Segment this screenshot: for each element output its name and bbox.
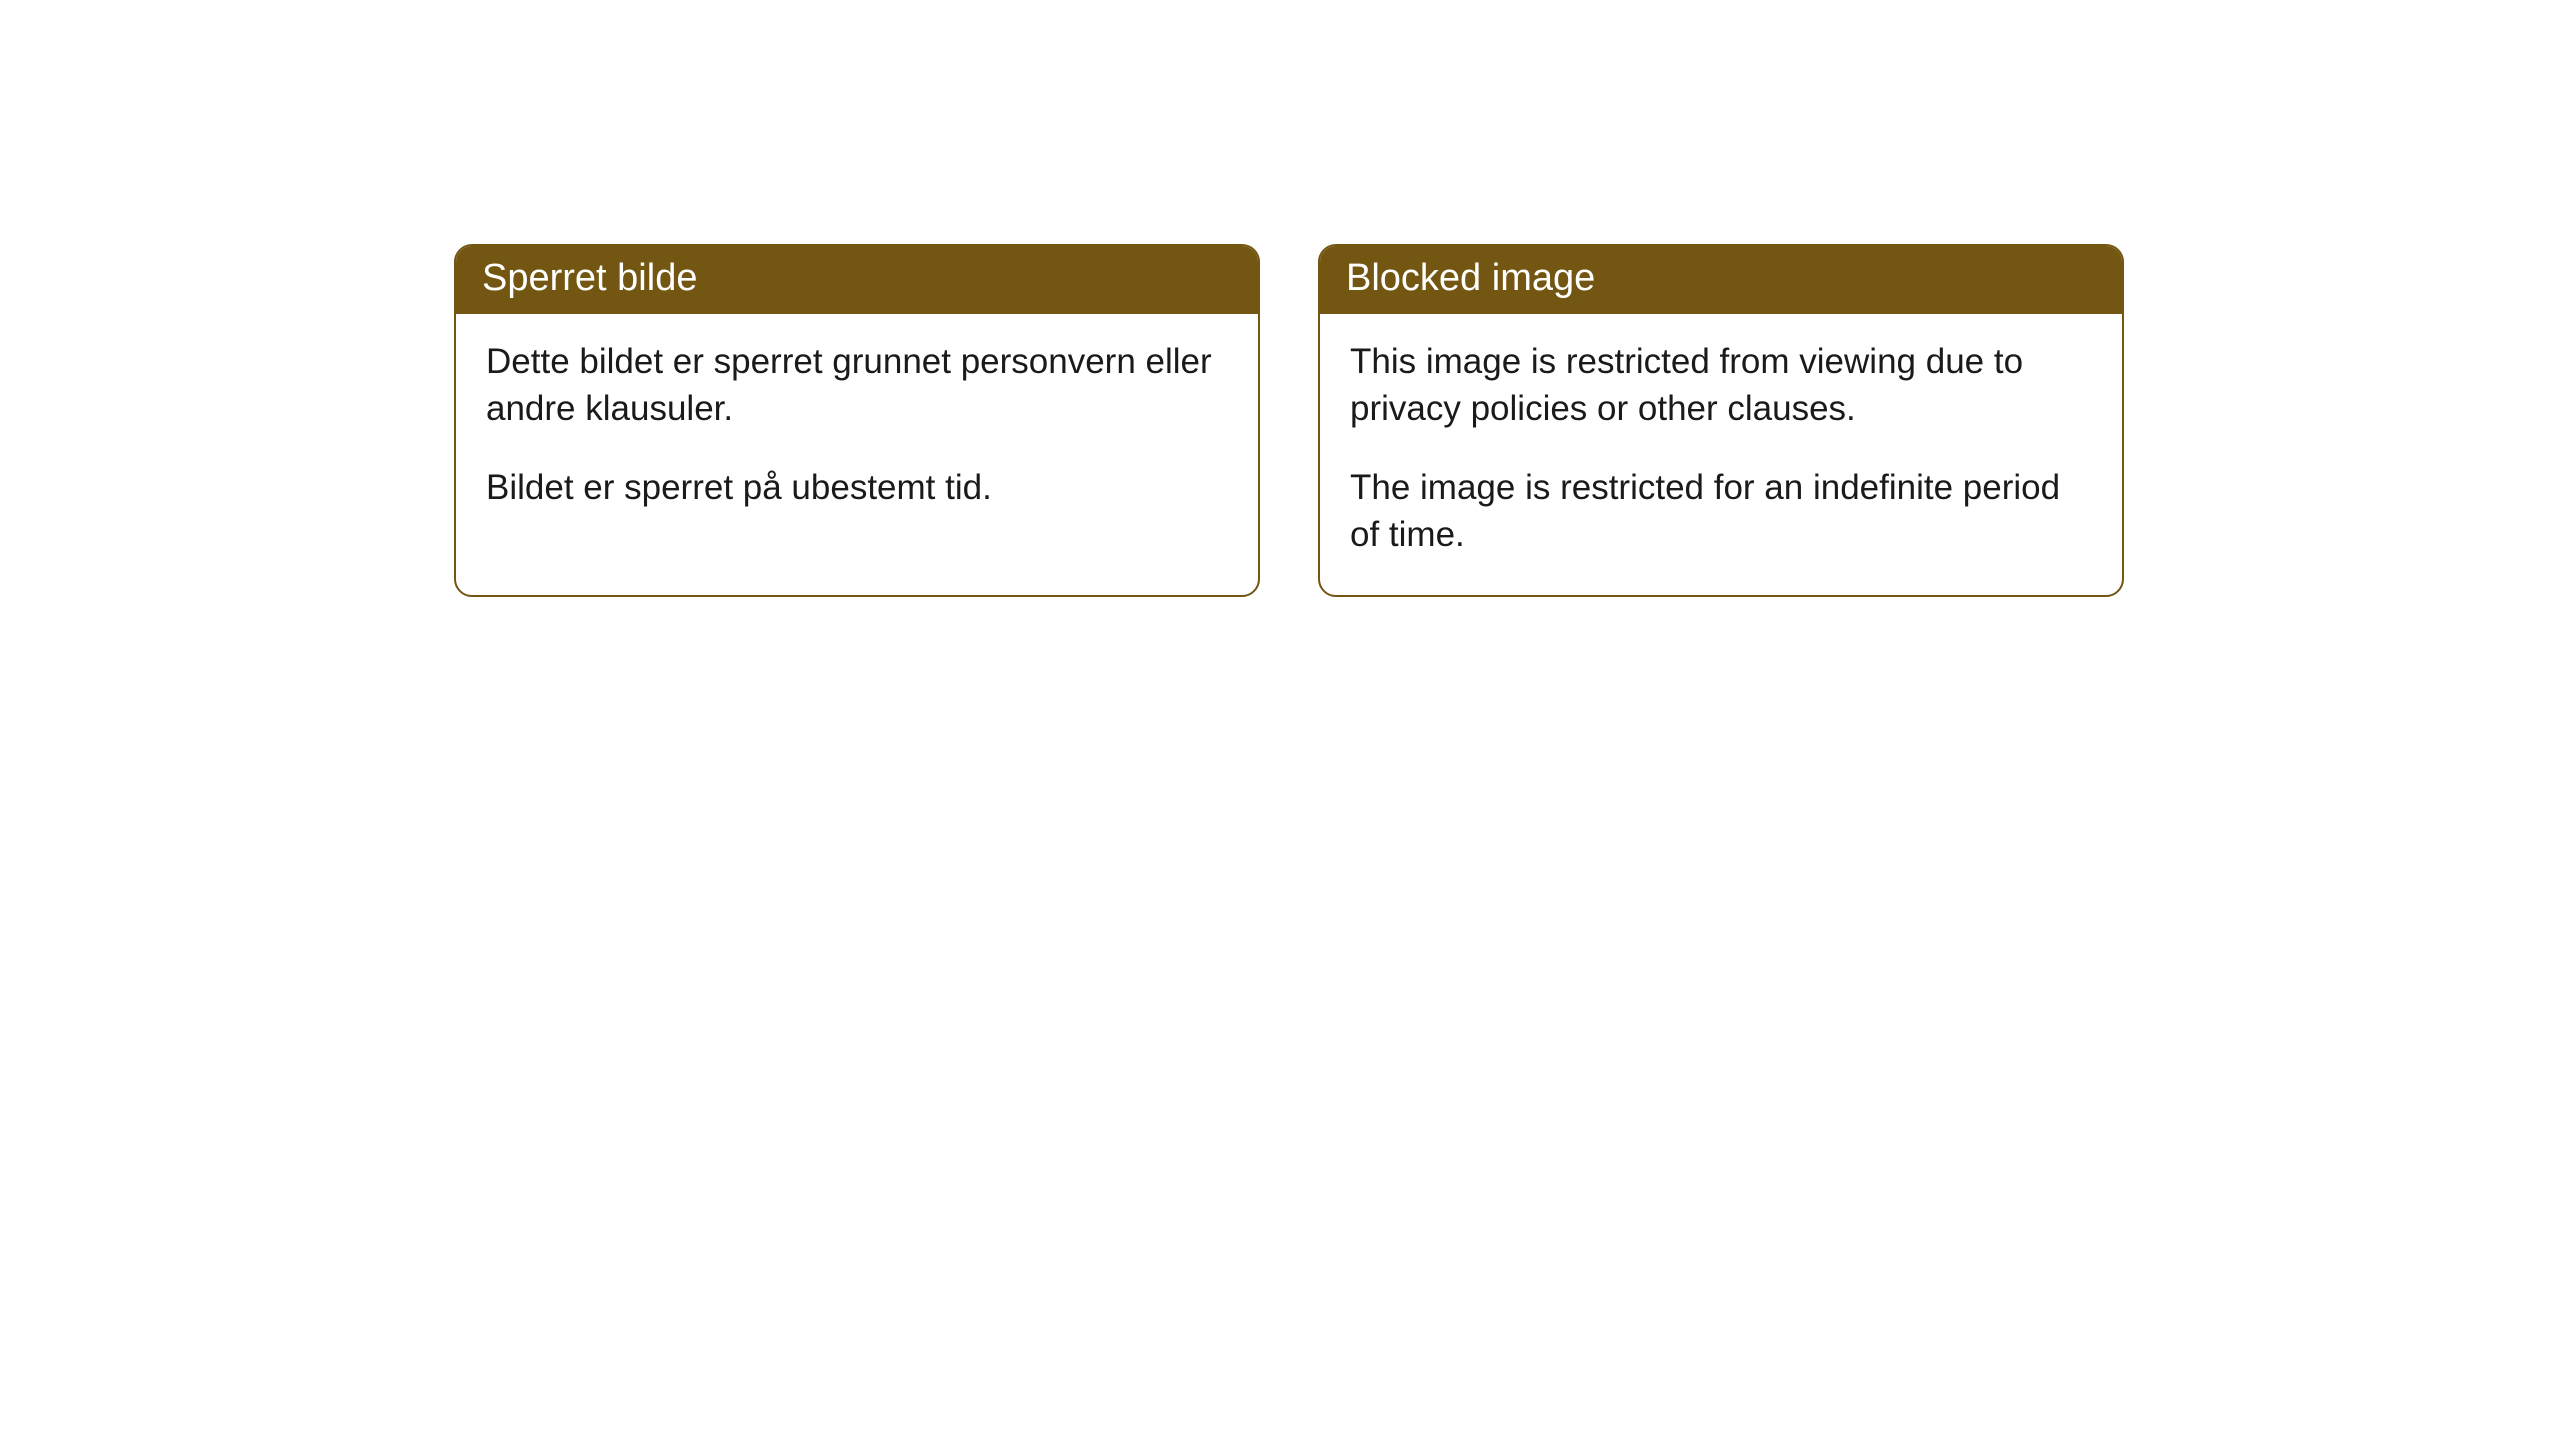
blocked-card-norwegian: Sperret bilde Dette bildet er sperret gr… [454,244,1260,597]
card-header-no: Sperret bilde [456,246,1258,314]
blocked-card-english: Blocked image This image is restricted f… [1318,244,2124,597]
card-header-en: Blocked image [1320,246,2122,314]
card-para-1-en: This image is restricted from viewing du… [1350,338,2092,433]
blocked-image-notices: Sperret bilde Dette bildet er sperret gr… [454,244,2560,597]
card-para-2-en: The image is restricted for an indefinit… [1350,464,2092,559]
card-para-1-no: Dette bildet er sperret grunnet personve… [486,338,1228,433]
card-para-2-no: Bildet er sperret på ubestemt tid. [486,464,1228,511]
card-body-no: Dette bildet er sperret grunnet personve… [456,314,1258,548]
card-body-en: This image is restricted from viewing du… [1320,314,2122,595]
